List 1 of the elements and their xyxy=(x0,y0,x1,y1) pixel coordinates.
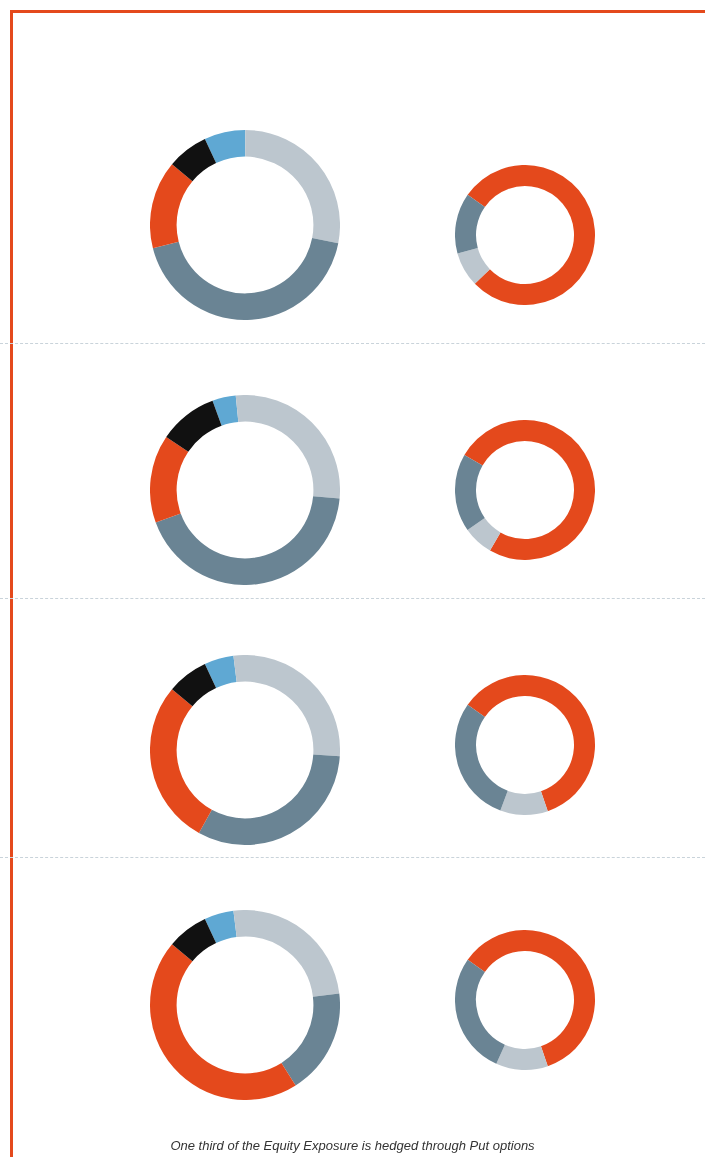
text: One third of the Equity Exposure is hedged through Put options xyxy=(169,1138,536,1153)
